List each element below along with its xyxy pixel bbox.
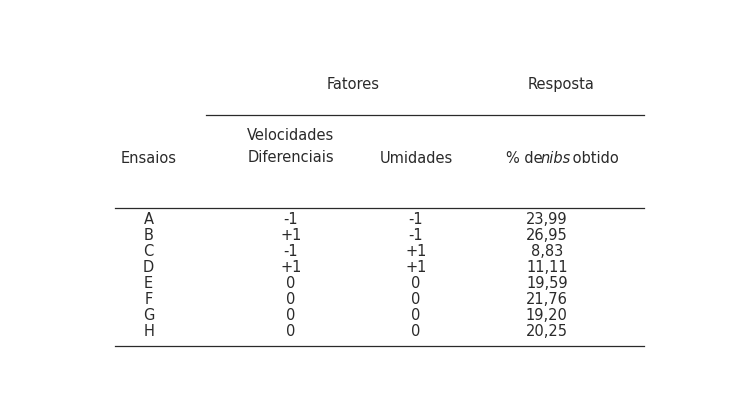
Text: Fatores: Fatores (327, 77, 380, 92)
Text: +1: +1 (280, 261, 302, 275)
Text: 0: 0 (286, 324, 296, 339)
Text: +1: +1 (405, 244, 426, 259)
Text: 20,25: 20,25 (526, 324, 568, 339)
Text: 19,20: 19,20 (526, 308, 568, 323)
Text: +1: +1 (405, 261, 426, 275)
Text: E: E (144, 277, 153, 291)
Text: D: D (143, 261, 154, 275)
Text: -1: -1 (283, 212, 298, 227)
Text: 8,83: 8,83 (531, 244, 563, 259)
Text: Ensaios: Ensaios (120, 151, 177, 166)
Text: -1: -1 (283, 244, 298, 259)
Text: -1: -1 (409, 228, 424, 243)
Text: 0: 0 (286, 277, 296, 291)
Text: 0: 0 (286, 292, 296, 307)
Text: C: C (144, 244, 153, 259)
Text: 11,11: 11,11 (526, 261, 567, 275)
Text: H: H (143, 324, 154, 339)
Text: 0: 0 (411, 277, 421, 291)
Text: 19,59: 19,59 (526, 277, 567, 291)
Text: G: G (143, 308, 154, 323)
Text: 21,76: 21,76 (526, 292, 568, 307)
Text: F: F (145, 292, 153, 307)
Text: Velocidades
Diferenciais: Velocidades Diferenciais (247, 128, 335, 165)
Text: B: B (144, 228, 153, 243)
Text: 0: 0 (411, 324, 421, 339)
Text: 0: 0 (411, 308, 421, 323)
Text: -1: -1 (409, 212, 424, 227)
Text: +1: +1 (280, 228, 302, 243)
Text: 26,95: 26,95 (526, 228, 567, 243)
Text: Umidades: Umidades (379, 151, 453, 166)
Text: A: A (144, 212, 153, 227)
Text: nibs: nibs (540, 151, 571, 166)
Text: 0: 0 (286, 308, 296, 323)
Text: 0: 0 (411, 292, 421, 307)
Text: 23,99: 23,99 (526, 212, 567, 227)
Text: Resposta: Resposta (528, 77, 595, 92)
Text: obtido: obtido (568, 151, 619, 166)
Text: % de: % de (506, 151, 548, 166)
